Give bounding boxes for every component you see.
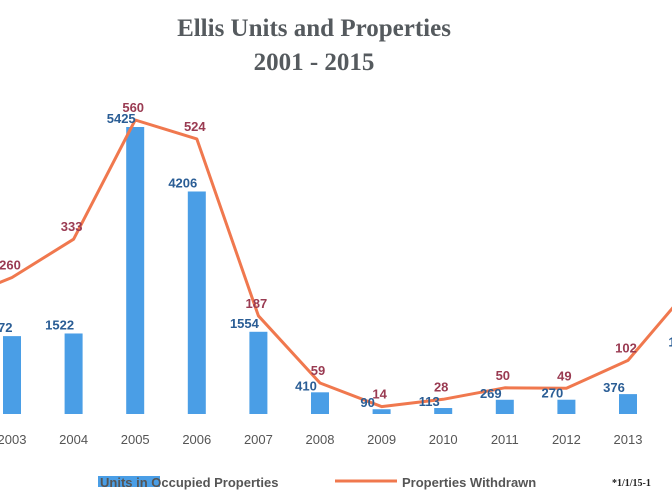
line-label-2011: 50 xyxy=(496,368,510,383)
tick-label-2009: 2009 xyxy=(367,432,396,447)
line-label-2008: 59 xyxy=(311,363,325,378)
line-label-2007: 187 xyxy=(246,296,268,311)
bar-label-2008: 410 xyxy=(295,378,317,393)
bar-2005 xyxy=(126,127,145,414)
withdrawn-line xyxy=(0,118,672,409)
line-label-2010: 28 xyxy=(434,379,448,394)
chart-title-line1: Ellis Units and Properties xyxy=(177,15,451,42)
line-label-2004: 333 xyxy=(61,219,83,234)
tick-label-2008: 2008 xyxy=(306,432,335,447)
bar-label-2003: 1472 xyxy=(0,320,12,335)
tick-label-2011: 2011 xyxy=(491,432,519,447)
chart-title-line2: 2001 - 2015 xyxy=(253,49,375,76)
bar-2008 xyxy=(311,392,329,414)
bar-2009 xyxy=(372,409,391,414)
bar-2011 xyxy=(495,399,514,414)
bar-label-2004: 1522 xyxy=(45,317,74,332)
tick-label-2006: 2006 xyxy=(182,432,211,447)
tick-label-2007: 2007 xyxy=(244,432,273,447)
legend-label-units: Units in Occupied Properties xyxy=(100,475,278,490)
tick-label-2005: 2005 xyxy=(121,432,150,447)
tick-label-2012: 2012 xyxy=(552,432,581,447)
bar-label-2007: 1554 xyxy=(230,316,260,331)
legend-label-withdrawn: Properties Withdrawn xyxy=(402,475,536,490)
chart-title: Ellis Units and Properties 2001 - 2015 xyxy=(0,12,628,80)
bar-2013 xyxy=(619,394,637,414)
bars-layer xyxy=(3,127,637,414)
line-label-2003: 260 xyxy=(0,258,21,273)
bar-2007 xyxy=(249,331,268,414)
line-label-2013: 102 xyxy=(615,340,637,355)
tick-label-2010: 2010 xyxy=(429,432,458,447)
bar-label-2009: 90 xyxy=(360,395,374,410)
tick-label-2003: 2003 xyxy=(0,432,26,447)
bar-2006 xyxy=(187,191,206,414)
line-label-2006: 524 xyxy=(184,119,206,134)
line-label-2009: 14 xyxy=(372,387,387,402)
bar-2010 xyxy=(434,408,453,414)
tick-label-2004: 2004 xyxy=(59,432,88,447)
bar-2003 xyxy=(3,336,21,414)
line-label-2012: 49 xyxy=(557,368,571,383)
line-label-2005: 560 xyxy=(122,100,144,115)
bar-labels-layer: 1472 1522 5425 4206 1554 410 90 113 269 270 376 12 xyxy=(0,111,672,410)
bar-label-2006: 4206 xyxy=(168,175,197,190)
bar-label-2011: 269 xyxy=(480,386,502,401)
bar-label-2012: 270 xyxy=(542,386,564,401)
bar-label-2010: 113 xyxy=(419,394,440,409)
bar-label-2013: 376 xyxy=(603,380,625,395)
legend-swatch-units xyxy=(98,476,160,487)
x-axis-ticks: 2003 2004 2005 2006 2007 2008 2009 2010 2011 2012… xyxy=(0,432,643,447)
bar-2004 xyxy=(64,333,83,414)
bar-2012 xyxy=(557,399,576,414)
legend: Units in Occupied Properties Properties … xyxy=(98,475,651,490)
bar-label-2: 12 xyxy=(668,335,672,350)
bar-label-2005: 5425 xyxy=(107,111,136,126)
date-note: *1/1/15-1 xyxy=(612,478,651,489)
tick-label-2013: 2013 xyxy=(614,432,643,447)
